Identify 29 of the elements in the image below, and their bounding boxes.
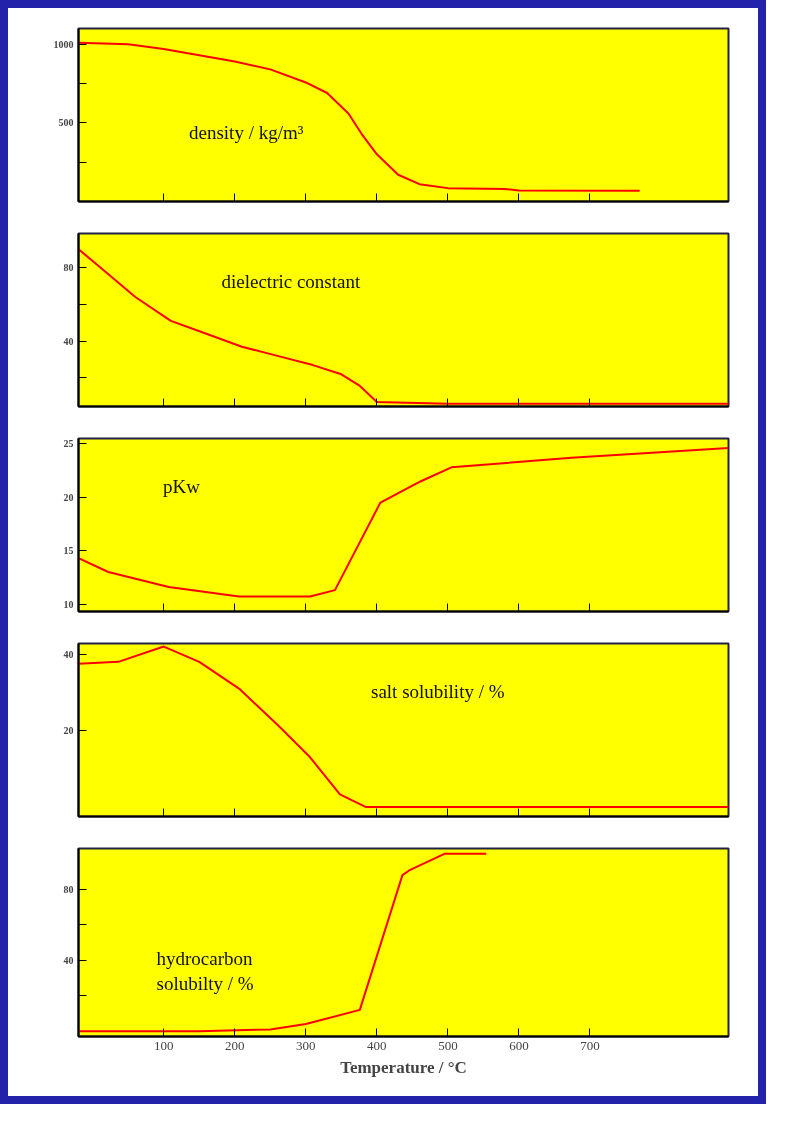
- line-series: [78, 447, 729, 598]
- x-tick-label: 600: [509, 1037, 529, 1053]
- y-tick-label: 40: [63, 335, 74, 347]
- x-tick-label: 300: [296, 1037, 316, 1053]
- y-tick-label: 25: [63, 438, 74, 450]
- line-series: [78, 41, 641, 192]
- y-tick-label: 1000: [53, 38, 74, 50]
- x-tick-label: 500: [438, 1037, 458, 1053]
- annotation: density / kg/m³: [189, 121, 304, 143]
- y-tick-label: 80: [63, 883, 74, 895]
- y-tick-label: 10: [63, 598, 74, 610]
- line-series: [78, 852, 488, 1033]
- x-tick-label: 100: [154, 1037, 174, 1053]
- y-tick-label: 500: [58, 117, 74, 129]
- annotation: hydrocarbon solubilty / %: [156, 947, 254, 994]
- y-tick-label: 15: [63, 545, 74, 557]
- y-tick-label: 80: [63, 262, 74, 274]
- annotation: dielectric constant: [221, 271, 361, 293]
- y-tick-label: 20: [63, 491, 74, 503]
- x-tick-label: 400: [367, 1037, 387, 1053]
- x-tick-label: 200: [225, 1037, 245, 1053]
- annotation: salt solubility / %: [371, 681, 505, 703]
- x-axis-title: Temperature / °C: [340, 1057, 467, 1077]
- annotation: pKw: [163, 476, 201, 498]
- x-tick-label: 700: [580, 1037, 600, 1053]
- y-tick-label: 40: [63, 648, 74, 660]
- y-tick-label: 40: [63, 954, 74, 966]
- y-tick-label: 20: [63, 725, 74, 737]
- line-series: [78, 645, 729, 808]
